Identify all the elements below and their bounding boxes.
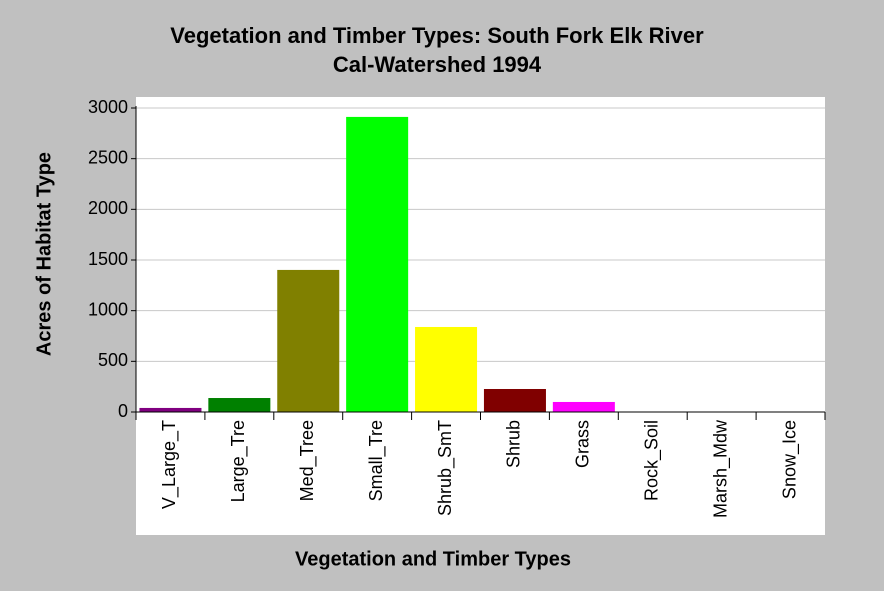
x-tick-label: Snow_Ice <box>779 420 800 499</box>
y-tick-label: 0 <box>118 401 128 421</box>
x-tick-label: Marsh_Mdw <box>710 419 731 518</box>
y-tick-label: 500 <box>98 350 128 370</box>
y-tick-label: 1000 <box>88 299 128 319</box>
y-tick-label: 3000 <box>88 97 128 117</box>
chart-subtitle: Cal-Watershed 1994 <box>333 52 542 77</box>
x-tick-label: Shrub <box>504 420 524 468</box>
x-tick-label: Grass <box>573 420 593 468</box>
plot-area <box>136 97 825 535</box>
y-tick-label: 1500 <box>88 249 128 269</box>
x-tick-label: V_Large_T <box>159 420 180 509</box>
x-tick-label: Rock_Soil <box>642 420 663 501</box>
x-axis-label: Vegetation and Timber Types <box>295 548 571 570</box>
bar <box>552 401 615 412</box>
bar <box>277 269 340 412</box>
bar <box>139 407 202 412</box>
bar <box>346 116 409 413</box>
y-axis-label: Acres of Habitat Type <box>33 152 55 356</box>
x-tick-label: Small_Tre <box>366 420 387 501</box>
x-tick-label: Shrub_SmT <box>435 420 456 516</box>
y-tick-label: 2000 <box>88 198 128 218</box>
x-tick-label: Med_Tree <box>297 420 318 501</box>
x-tick-label: Large_Tre <box>228 420 249 502</box>
bar <box>208 398 271 412</box>
bar <box>483 388 546 412</box>
chart-title: Vegetation and Timber Types: South Fork … <box>170 23 704 48</box>
y-tick-label: 2500 <box>88 147 128 167</box>
bar <box>415 326 478 412</box>
